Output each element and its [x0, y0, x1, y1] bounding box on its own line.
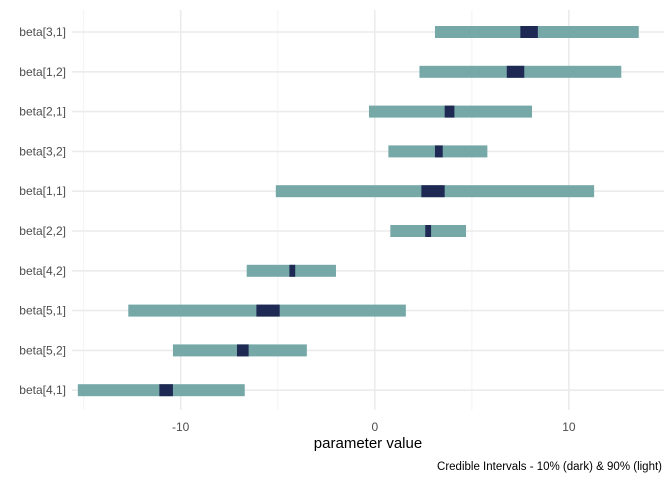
y-tick-label: beta[4,1] [19, 383, 66, 397]
x-tick-label: 10 [562, 420, 576, 434]
y-tick-label: beta[2,1] [19, 105, 66, 119]
x-tick-label: 0 [371, 420, 378, 434]
y-tick-label: beta[3,2] [19, 144, 66, 158]
inner-interval-bar [444, 105, 455, 118]
y-tick-label: beta[5,1] [19, 304, 66, 318]
inner-interval-bar [236, 344, 249, 357]
inner-interval-bar [159, 384, 173, 397]
y-tick-label: beta[5,2] [19, 343, 66, 357]
x-axis-title: parameter value [314, 435, 422, 452]
inner-interval-bar [421, 185, 445, 198]
inner-interval-bar [256, 304, 280, 317]
inner-interval-bar [520, 26, 538, 38]
inner-interval-bar [425, 225, 432, 237]
x-axis-tick-labels: -10 0 10 [172, 420, 576, 434]
inner-interval-bar [434, 145, 443, 158]
y-axis-tick-labels: beta[3,1] beta[1,2] beta[2,1] beta[3,2] beta… [19, 25, 66, 397]
interval-bars [77, 26, 639, 397]
y-tick-label: beta[1,2] [19, 65, 66, 79]
y-tick-label: beta[2,2] [19, 224, 66, 238]
inner-interval-bar [506, 65, 525, 78]
y-tick-label: beta[4,2] [19, 264, 66, 278]
y-tick-label: beta[3,1] [19, 25, 66, 39]
chart-caption: Credible Intervals - 10% (dark) & 90% (l… [437, 461, 662, 473]
inner-interval-bar [289, 264, 296, 277]
x-tick-label: -10 [172, 420, 190, 434]
y-tick-label: beta[1,1] [19, 184, 66, 198]
